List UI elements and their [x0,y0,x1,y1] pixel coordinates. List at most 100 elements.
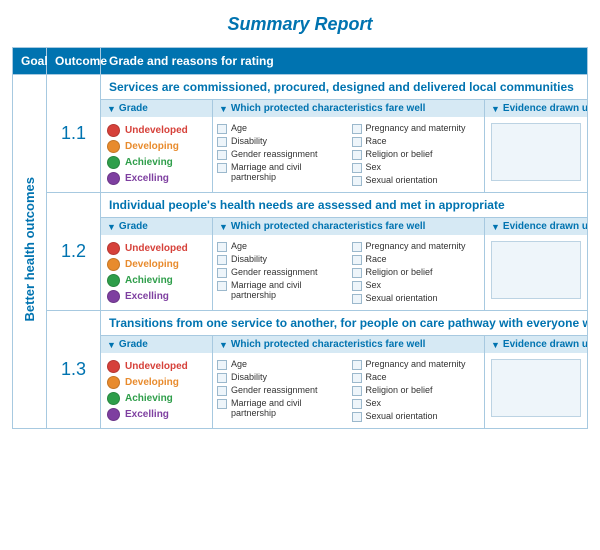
characteristic-item[interactable]: Sex [352,280,481,291]
grade-dot-icon [107,360,120,373]
checkbox-icon[interactable] [352,294,362,304]
characteristic-label: Disability [231,254,267,264]
characteristic-item[interactable]: Gender reassignment [217,267,346,278]
evidence-column [485,235,587,310]
characteristic-item[interactable]: Sexual orientation [352,411,481,422]
characteristic-item[interactable]: Gender reassignment [217,385,346,396]
grade-option[interactable]: Developing [107,140,206,153]
characteristic-item[interactable]: Sexual orientation [352,293,481,304]
checkbox-icon[interactable] [352,124,362,134]
characteristic-item[interactable]: Race [352,136,481,147]
checkbox-icon[interactable] [352,150,362,160]
grade-option[interactable]: Achieving [107,156,206,169]
characteristic-item[interactable]: Marriage and civil partnership [217,398,346,419]
checkbox-icon[interactable] [352,137,362,147]
characteristic-label: Gender reassignment [231,267,318,277]
col-outcome: Outcome [47,48,101,75]
checkbox-icon[interactable] [352,412,362,422]
checkbox-icon[interactable] [352,360,362,370]
grade-option[interactable]: Undeveloped [107,360,206,373]
checkbox-icon[interactable] [217,163,227,173]
subhead-characteristics: ▼Which protected characteristics fare we… [213,99,485,117]
checkbox-icon[interactable] [217,360,227,370]
checkbox-icon[interactable] [352,268,362,278]
characteristic-item[interactable]: Marriage and civil partnership [217,280,346,301]
characteristic-item[interactable]: Pregnancy and maternity [352,123,481,134]
grade-column: Undeveloped Developing Achieving Excelli… [101,353,213,428]
checkbox-icon[interactable] [217,124,227,134]
report-title: Summary Report [12,8,588,47]
grade-label: Excelling [125,291,169,302]
checkbox-icon[interactable] [352,176,362,186]
checkbox-icon[interactable] [352,386,362,396]
characteristic-item[interactable]: Gender reassignment [217,149,346,160]
checkbox-icon[interactable] [217,373,227,383]
checkbox-icon[interactable] [217,399,227,409]
characteristic-item[interactable]: Religion or belief [352,149,481,160]
grade-dot-icon [107,140,120,153]
characteristic-item[interactable]: Race [352,372,481,383]
grade-option[interactable]: Excelling [107,408,206,421]
grade-label: Undeveloped [125,243,188,254]
subhead-evidence: ▼Evidence drawn u [485,335,587,353]
characteristic-item[interactable]: Age [217,241,346,252]
arrow-down-icon: ▼ [219,104,228,114]
characteristic-item[interactable]: Disability [217,254,346,265]
reason-cell: Individual people's health needs are ass… [101,193,588,311]
grade-option[interactable]: Developing [107,258,206,271]
checkbox-icon[interactable] [352,242,362,252]
characteristic-label: Sexual orientation [366,175,438,185]
characteristic-item[interactable]: Disability [217,372,346,383]
grade-label: Developing [125,259,179,270]
grade-option[interactable]: Undeveloped [107,242,206,255]
characteristic-label: Gender reassignment [231,385,318,395]
checkbox-icon[interactable] [217,386,227,396]
checkbox-icon[interactable] [352,281,362,291]
grade-option[interactable]: Achieving [107,274,206,287]
characteristic-item[interactable]: Marriage and civil partnership [217,162,346,183]
reason-cell: Services are commissioned, procured, des… [101,75,588,193]
characteristic-item[interactable]: Religion or belief [352,267,481,278]
evidence-input[interactable] [491,123,581,181]
grade-option[interactable]: Undeveloped [107,124,206,137]
characteristic-label: Disability [231,136,267,146]
grade-dot-icon [107,156,120,169]
grade-option[interactable]: Developing [107,376,206,389]
characteristic-item[interactable]: Sex [352,162,481,173]
checkbox-icon[interactable] [217,242,227,252]
grade-label: Developing [125,141,179,152]
characteristic-item[interactable]: Sexual orientation [352,175,481,186]
summary-table: Goal Outcome Grade and reasons for ratin… [12,47,588,429]
evidence-input[interactable] [491,241,581,299]
characteristic-item[interactable]: Sex [352,398,481,409]
checkbox-icon[interactable] [217,255,227,265]
checkbox-icon[interactable] [217,137,227,147]
grade-option[interactable]: Excelling [107,290,206,303]
checkbox-icon[interactable] [352,399,362,409]
characteristic-item[interactable]: Age [217,359,346,370]
subheader-row: ▼Grade ▼Which protected characteristics … [101,217,587,235]
characteristics-column: Age Disability Gender reassignment Marri… [213,235,485,310]
evidence-input[interactable] [491,359,581,417]
evidence-column [485,117,587,192]
characteristic-item[interactable]: Race [352,254,481,265]
checkbox-icon[interactable] [217,281,227,291]
characteristic-item[interactable]: Religion or belief [352,385,481,396]
grade-label: Developing [125,377,179,388]
grade-option[interactable]: Excelling [107,172,206,185]
checkbox-icon[interactable] [352,163,362,173]
checkbox-icon[interactable] [352,255,362,265]
characteristic-item[interactable]: Disability [217,136,346,147]
characteristic-item[interactable]: Age [217,123,346,134]
row-body: Undeveloped Developing Achieving Excelli… [101,235,587,310]
checkbox-icon[interactable] [217,268,227,278]
subhead-characteristics: ▼Which protected characteristics fare we… [213,335,485,353]
grade-option[interactable]: Achieving [107,392,206,405]
characteristic-item[interactable]: Pregnancy and maternity [352,359,481,370]
arrow-down-icon: ▼ [219,340,228,350]
characteristic-item[interactable]: Pregnancy and maternity [352,241,481,252]
characteristic-label: Marriage and civil partnership [231,280,346,301]
checkbox-icon[interactable] [217,150,227,160]
checkbox-icon[interactable] [352,373,362,383]
characteristics-column: Age Disability Gender reassignment Marri… [213,353,485,428]
